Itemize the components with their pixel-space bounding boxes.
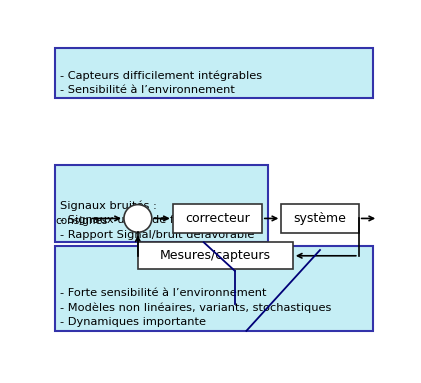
Text: consignes: consignes xyxy=(55,216,107,226)
Text: - Forte sensibilité à l’environnement
- Modèles non linéaires, variants, stochas: - Forte sensibilité à l’environnement - … xyxy=(60,288,332,327)
Text: correcteur: correcteur xyxy=(185,212,250,225)
Bar xyxy=(281,204,359,233)
Text: Mesures/capteurs: Mesures/capteurs xyxy=(160,249,271,262)
Bar xyxy=(55,165,268,242)
Bar xyxy=(55,246,373,331)
Bar xyxy=(138,242,293,269)
Bar xyxy=(173,204,262,233)
Bar xyxy=(55,48,373,98)
Text: Signaux bruités :
- Signaux utiles de faible amplitude
- Rapport Signal/bruit dé: Signaux bruités : - Signaux utiles de fa… xyxy=(60,201,263,240)
Text: - Capteurs difficilement intégrables
- Sensibilité à l’environnement: - Capteurs difficilement intégrables - S… xyxy=(60,71,263,95)
Text: système: système xyxy=(293,212,346,225)
Circle shape xyxy=(124,205,152,232)
